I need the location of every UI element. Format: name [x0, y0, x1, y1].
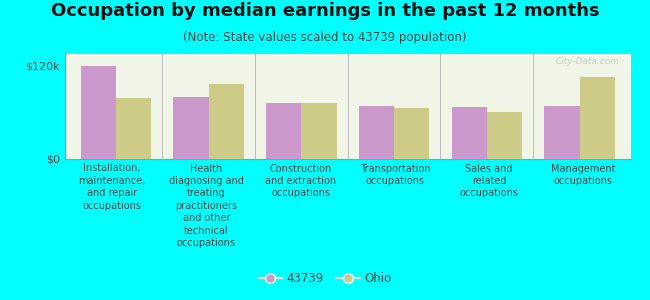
- Text: Health
diagnosing and
treating
practitioners
and other
technical
occupations: Health diagnosing and treating practitio…: [169, 164, 244, 248]
- Text: City-Data.com: City-Data.com: [555, 57, 619, 66]
- Text: Construction
and extraction
occupations: Construction and extraction occupations: [265, 164, 336, 198]
- Bar: [209, 84, 244, 159]
- Text: Occupation by median earnings in the past 12 months: Occupation by median earnings in the pas…: [51, 2, 599, 20]
- Text: Installation,
maintenance,
and repair
occupations: Installation, maintenance, and repair oc…: [79, 164, 146, 211]
- Bar: [266, 103, 302, 159]
- Bar: [580, 77, 615, 159]
- Bar: [452, 107, 487, 159]
- Bar: [394, 108, 430, 159]
- Bar: [359, 106, 394, 159]
- Bar: [116, 98, 151, 159]
- Text: Management
occupations: Management occupations: [551, 164, 616, 186]
- Legend: 43739, Ohio: 43739, Ohio: [254, 267, 396, 290]
- Bar: [302, 103, 337, 159]
- Bar: [81, 66, 116, 159]
- Bar: [174, 97, 209, 159]
- Text: Transportation
occupations: Transportation occupations: [359, 164, 430, 186]
- Text: (Note: State values scaled to 43739 population): (Note: State values scaled to 43739 popu…: [183, 32, 467, 44]
- Bar: [544, 106, 580, 159]
- Text: Sales and
related
occupations: Sales and related occupations: [460, 164, 519, 198]
- Bar: [487, 112, 522, 159]
